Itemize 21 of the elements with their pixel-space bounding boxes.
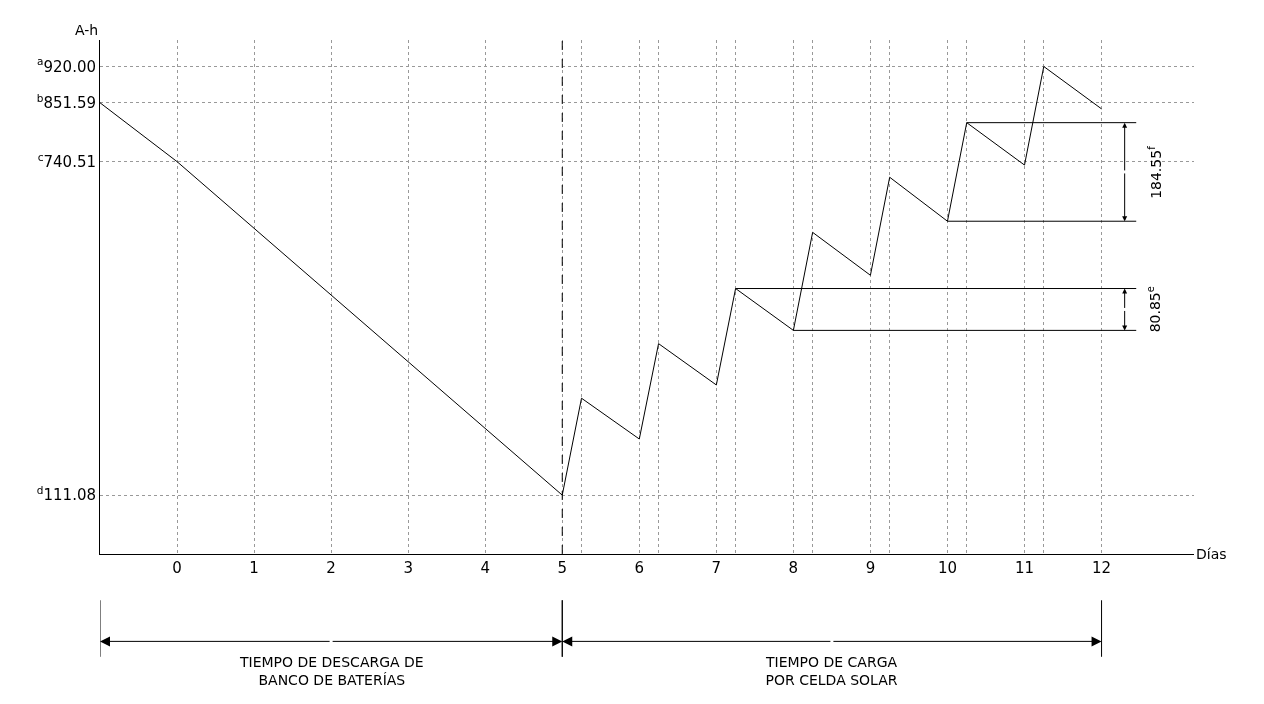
x-tick-label: 12 <box>1092 559 1112 577</box>
x-tick-label: 2 <box>326 559 336 577</box>
y-axis-title: A-h <box>75 22 99 38</box>
text: TIEMPO DE DESCARGA DE BANCO DE BATERÍAS <box>239 654 424 689</box>
x-tick-label: 8 <box>788 559 799 577</box>
y-tick-label: $^{b}$851.59 <box>36 91 96 112</box>
x-tick-label: 7 <box>711 559 722 577</box>
x-tick-label: 5 <box>557 559 568 577</box>
y-tick-label: $^{a}$920.00 <box>37 55 96 76</box>
x-tick-label: 11 <box>1014 559 1035 577</box>
x-tick-label: 6 <box>634 559 645 577</box>
x-tick-label: 0 <box>172 559 182 577</box>
x-tick-label: 3 <box>403 559 413 577</box>
x-tick-label: 1 <box>249 559 259 577</box>
y-tick-label: $^{d}$111.08 <box>36 484 96 505</box>
x-axis-title: Días <box>1196 546 1227 562</box>
x-tick-label: 10 <box>937 559 958 577</box>
text: TIEMPO DE CARGA POR CELDA SOLAR <box>765 654 898 689</box>
x-tick-label: 4 <box>480 559 490 577</box>
y-tick-label: $^{c}$740.51 <box>37 150 96 171</box>
x-tick-label: 9 <box>865 559 876 577</box>
